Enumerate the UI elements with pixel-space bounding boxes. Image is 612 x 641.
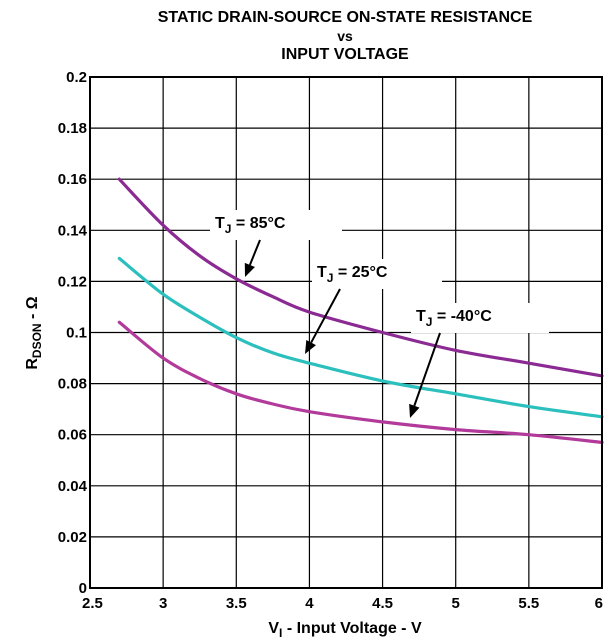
y-axis-label-rest: - Ω [24, 296, 41, 323]
y-tick-label: 0.18 [58, 120, 87, 137]
y-tick-label: 0.16 [58, 171, 87, 188]
series-label-main: T [416, 308, 426, 325]
annotation-arrow-head [244, 262, 255, 277]
series-label-sub: J [225, 222, 232, 236]
series-label-rest: = 25°C [333, 264, 387, 281]
x-axis-label-main: V [268, 620, 279, 637]
chart-title-line-2: vs [337, 28, 353, 44]
label-background [312, 259, 442, 289]
curve-tj-25c [117, 256, 604, 419]
series-label-sub: J [327, 271, 334, 285]
chart-title-line-3: INPUT VOLTAGE [281, 46, 409, 63]
y-axis-label-main: R [24, 358, 41, 370]
series-label-text: TJ = -40°C [416, 308, 492, 329]
y-axis-label: RDSON - Ω [24, 296, 44, 369]
x-axis-label: VI - Input Voltage - V [268, 620, 422, 640]
x-tick-label: 4.5 [372, 595, 393, 612]
y-tick-label: 0.02 [58, 529, 87, 546]
series-curves [117, 177, 604, 444]
annotation-arrow-line [413, 332, 441, 407]
series-label-text: TJ = 85°C [215, 215, 286, 236]
label-tj-85c: TJ = 85°C [210, 210, 342, 277]
y-tick-label: 0.08 [58, 376, 87, 393]
x-axis-label-rest: - Input Voltage - V [282, 620, 422, 637]
x-tick-label: 5.5 [518, 595, 539, 612]
x-axis-label-sub: I [279, 626, 282, 640]
series-label-sub: J [426, 315, 433, 329]
label-tj-minus40c: TJ = -40°C [409, 303, 549, 418]
y-tick-label: 0.04 [58, 478, 88, 495]
curve-tj-85c [117, 177, 604, 378]
y-tick-label: 0.06 [58, 427, 87, 444]
y-tick-label: 0.14 [58, 222, 88, 239]
x-tick-label: 3 [159, 595, 167, 612]
series-label-rest: = -40°C [432, 308, 492, 325]
y-tick-label: 0 [79, 580, 87, 597]
series-label-text: TJ = 25°C [317, 264, 388, 285]
plot-frame [89, 76, 603, 589]
annotation-arrow-head [305, 339, 317, 354]
curve-tj-minus40c [117, 320, 604, 444]
x-tick-label: 4 [305, 595, 314, 612]
y-axis-label-sub: DSON [30, 323, 44, 358]
x-tick-label: 2.5 [82, 595, 103, 612]
y-tick-label: 0.1 [66, 325, 87, 342]
label-tj-25c: TJ = 25°C [305, 259, 442, 354]
series-annotations: TJ = 85°CTJ = 25°CTJ = -40°C [210, 210, 549, 418]
x-tick-label: 6 [595, 595, 603, 612]
y-tick-labels: 0 0.02 0.04 0.06 0.08 0.1 0.12 0.14 0.16 0.18 0.2 [58, 69, 88, 597]
annotation-arrow-head [409, 403, 420, 418]
label-background [210, 210, 342, 240]
x-tick-labels: 2.5 3 3.5 4 4.5 5 5.5 6 [82, 595, 603, 612]
y-tick-label: 0.12 [58, 273, 87, 290]
y-tick-label: 0.2 [66, 69, 87, 86]
label-background [411, 303, 549, 333]
series-label-main: T [317, 264, 327, 281]
annotation-arrow-line [248, 239, 261, 266]
x-tick-label: 5 [452, 595, 460, 612]
chart-title: STATIC DRAIN-SOURCE ON-STATE RESISTANCE … [158, 9, 533, 63]
chart-title-line-1: STATIC DRAIN-SOURCE ON-STATE RESISTANCE [158, 9, 533, 26]
series-label-main: T [215, 215, 225, 232]
annotation-arrow-line [310, 288, 341, 344]
x-tick-label: 3.5 [226, 595, 247, 612]
series-label-rest: = 85°C [231, 215, 285, 232]
